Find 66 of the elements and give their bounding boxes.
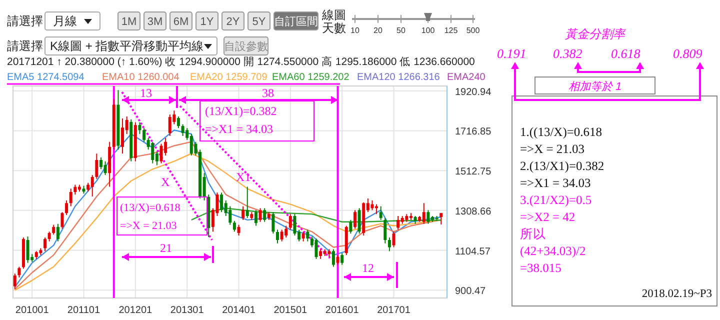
text: 所以 bbox=[520, 227, 546, 241]
text: 125 bbox=[444, 26, 458, 35]
text: 相加等於 1 bbox=[568, 80, 622, 93]
text: 天數 bbox=[322, 21, 346, 35]
text: EMA120 1266.316 bbox=[357, 72, 440, 83]
x-tick-label: 201501 bbox=[274, 305, 308, 316]
y-tick-label: 1920.94 bbox=[455, 86, 492, 98]
text: 線圖 bbox=[321, 8, 346, 22]
x-tick-label: 201301 bbox=[170, 305, 204, 316]
text: 20 bbox=[374, 26, 383, 35]
text: 月線 bbox=[53, 14, 77, 28]
annotation: 38 bbox=[262, 86, 274, 100]
text: 3M bbox=[147, 16, 163, 28]
text: 1.((13/X)=0.618 bbox=[520, 125, 602, 139]
text: (42+34.03)/2 bbox=[520, 244, 586, 258]
annotation: =>X1 = 34.03 bbox=[205, 122, 273, 136]
text: =>X = 21.03 bbox=[520, 142, 585, 156]
text: EMA60 1259.202 bbox=[272, 72, 350, 83]
text: 0.191 bbox=[497, 46, 526, 61]
text: 0.618 bbox=[611, 46, 641, 61]
y-tick-label: 1308.66 bbox=[455, 206, 492, 218]
text: 自設參數 bbox=[224, 40, 268, 53]
text: 2.(13/X1)=0.382 bbox=[520, 159, 604, 173]
text: 100 bbox=[421, 26, 436, 35]
text: 3.(21/X2)=0.5 bbox=[520, 193, 592, 207]
y-tick-label: 1104.57 bbox=[455, 246, 491, 258]
text: EMA5 1274.5094 bbox=[7, 72, 85, 83]
y-tick-label: 1512.75 bbox=[455, 166, 492, 178]
annotation: 21 bbox=[160, 241, 172, 255]
x-tick-label: 201701 bbox=[377, 305, 411, 316]
x-tick-label: 201101 bbox=[67, 305, 100, 316]
annotation: =>X = 21.03 bbox=[120, 220, 178, 232]
annotation: (13/X)=0.618 bbox=[120, 202, 181, 214]
x-tick-label: 201601 bbox=[325, 305, 360, 316]
text: 請選擇 bbox=[7, 14, 43, 28]
annotation: (13/X1)=0.382 bbox=[205, 104, 277, 118]
text: 6M bbox=[173, 16, 189, 28]
text: =38.015 bbox=[520, 261, 562, 275]
text: EMA20 1259.709 bbox=[190, 72, 268, 83]
text: 自訂區間 bbox=[274, 15, 318, 28]
y-tick-label: 900.47 bbox=[455, 286, 486, 298]
text: 2018.02.19~P3 bbox=[642, 288, 712, 300]
x-tick-label: 201201 bbox=[118, 305, 153, 316]
text: EMA10 1260.004 bbox=[102, 72, 180, 83]
text: =>X2 = 42 bbox=[520, 210, 576, 224]
text: 0.809 bbox=[673, 46, 703, 61]
text: 500 bbox=[466, 26, 480, 35]
text: 1M bbox=[121, 16, 137, 28]
annotation: 13 bbox=[140, 86, 152, 100]
x-tick-label: 201001 bbox=[15, 305, 50, 316]
text: 黃金分割率 bbox=[565, 27, 627, 41]
text: K線圖 + 指數平滑移動平均線 bbox=[50, 39, 204, 53]
y-tick-label: 1716.85 bbox=[455, 126, 492, 138]
annotation: 12 bbox=[362, 261, 374, 275]
annotation: X bbox=[161, 175, 170, 189]
text: EMA240 bbox=[447, 72, 486, 83]
text: 5Y bbox=[252, 16, 266, 28]
x-tick-label: 201401 bbox=[222, 305, 256, 316]
text: 1Y bbox=[200, 16, 214, 28]
text: 50 bbox=[396, 26, 406, 35]
text: 10 bbox=[350, 26, 360, 35]
text: 請選擇 bbox=[7, 39, 43, 53]
text: =>X1 = 34.03 bbox=[520, 176, 591, 190]
chart-subtitle: 20171201 ↑ 20.380000 (↑ 1.60%) 收 1294.900000 開 1274.550000 高 1295.186000 低 1236.660000 bbox=[7, 55, 476, 68]
text: 0.382 bbox=[553, 46, 583, 61]
text: 2Y bbox=[226, 16, 240, 28]
